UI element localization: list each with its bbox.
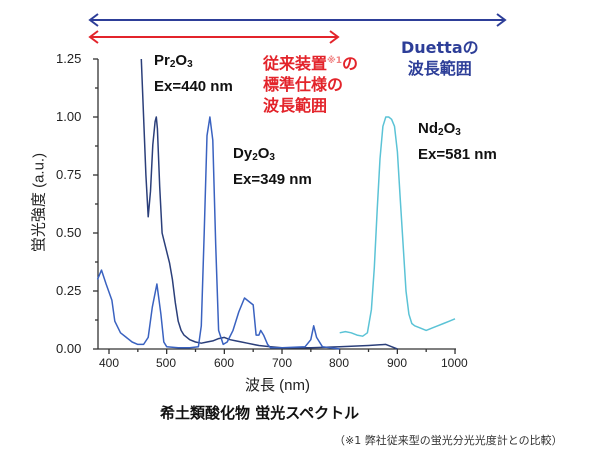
subscript: 3 (187, 59, 193, 70)
y-axis-title: 蛍光強度 (a.u.) (30, 152, 48, 253)
pr2o3-label: Pr2O3 Ex=440 nm (154, 50, 233, 98)
x-tick-label: 600 (214, 356, 235, 370)
label-text: 従来装置 (263, 54, 328, 73)
label-text: 波長範囲 (263, 96, 328, 115)
nd2o3-label: Nd2O3 Ex=581 nm (418, 118, 497, 166)
formula-text: Nd (418, 120, 438, 137)
subscript: 2 (438, 127, 444, 138)
conventional-range-arrow (88, 30, 340, 44)
duetta-range-arrow (88, 13, 507, 27)
label-text: の (342, 54, 359, 73)
excitation-wavelength: Ex=581 nm (418, 146, 497, 163)
y-tick-label: 0.25 (56, 283, 82, 298)
formula-text: O (175, 52, 188, 69)
spectrum-line-2 (339, 116, 456, 337)
excitation-wavelength: Ex=349 nm (233, 171, 312, 188)
footnote-mark: ※1 (327, 56, 343, 66)
x-tick-label: 900 (387, 356, 408, 370)
subscript: 2 (252, 152, 258, 163)
formula-text: Dy (233, 145, 253, 162)
formula-text: O (257, 145, 270, 162)
spectrum-line-1 (96, 116, 340, 350)
subscript: 3 (455, 127, 461, 138)
x-tick-label: 700 (272, 356, 293, 370)
footnote: （※1 弊社従来型の蛍光分光光度計との比較） (334, 434, 563, 447)
x-axis-title: 波長 (nm) (245, 377, 310, 394)
formula-text: Pr (154, 52, 170, 69)
y-tick-label: 0.50 (56, 225, 82, 240)
duetta-range-label: Duettaの 波長範囲 (401, 37, 479, 79)
label-text: 波長範囲 (407, 59, 472, 78)
spectrum-curves (96, 58, 456, 350)
y-tick-label: 0.00 (56, 341, 82, 356)
label-text: Duettaの (401, 38, 479, 57)
x-tick-label: 1000 (441, 356, 468, 370)
chart-caption: 希土類酸化物 蛍光スペクトル (160, 404, 360, 422)
label-text: 標準仕様の (263, 75, 344, 94)
x-axis-ticks (108, 349, 456, 354)
dy2o3-label: Dy2O3 Ex=349 nm (233, 143, 312, 191)
formula-text: O (443, 120, 456, 137)
y-tick-label: 0.75 (56, 167, 82, 182)
x-tick-label: 400 (99, 356, 120, 370)
x-tick-label: 500 (156, 356, 177, 370)
subscript: 3 (269, 152, 275, 163)
y-axis (93, 58, 99, 350)
conventional-range-label: 従来装置※1の 標準仕様の 波長範囲 (263, 51, 358, 116)
y-tick-label: 1.25 (56, 51, 82, 66)
y-tick-label: 1.00 (56, 109, 82, 124)
subscript: 2 (169, 59, 176, 70)
x-tick-label: 800 (329, 356, 350, 370)
excitation-wavelength: Ex=440 nm (154, 78, 233, 95)
